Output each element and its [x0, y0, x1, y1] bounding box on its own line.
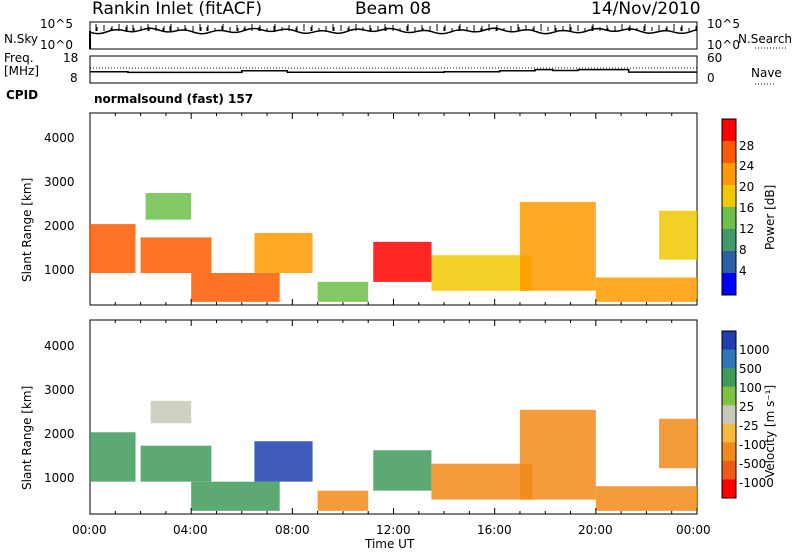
velocity-cbar-tick-500: 500 [739, 362, 762, 376]
freq-tick-bottom: 8 [70, 71, 78, 85]
power-echo-region [431, 255, 533, 291]
velocity-ylabel: Slant Range [km] [20, 385, 34, 490]
velocity-echo-region [254, 441, 313, 482]
power-echo-region [317, 281, 369, 302]
velocity-colorbar-segment [722, 423, 736, 443]
nsearch-tick-bottom: 10^0 [707, 38, 740, 52]
nave-label: Nave [751, 66, 782, 80]
power-cbar-tick-16: 16 [739, 201, 755, 215]
velocity-ytick-1000: 1000 [44, 471, 75, 485]
xtick-2000: 20:00 [578, 523, 613, 537]
xlabel: Time UT [365, 537, 415, 551]
power-echo-region [140, 237, 212, 273]
power-ytick-1000: 1000 [44, 263, 75, 277]
velocity-cbar-tick-m100: -100 [739, 438, 767, 452]
xtick-1600: 16:00 [477, 523, 512, 537]
power-colorbar-segment [722, 273, 736, 296]
velocity-colorbar-segment [722, 368, 736, 388]
velocity-echo-region [431, 463, 533, 500]
velocity-cbar-tick-100: 100 [739, 381, 762, 395]
power-echo-region [254, 233, 313, 273]
velocity-cbar-tick-m1000: -1000 [739, 476, 774, 490]
power-echo-region [595, 277, 697, 302]
velocity-echo-region [373, 450, 432, 491]
freq-tick-top: 18 [63, 51, 79, 65]
power-cbar-tick-12: 12 [739, 222, 755, 236]
velocity-colorbar-segment [722, 386, 736, 406]
power-cbar-tick-20: 20 [739, 180, 755, 194]
velocity-echo-region [595, 486, 697, 511]
cpid-label: CPID [6, 88, 39, 102]
velocity-cbar-tick-m500: -500 [739, 457, 767, 471]
cpid-value: normalsound (fast) 157 [94, 92, 254, 106]
power-ytick-4000: 4000 [44, 131, 75, 145]
station-title: Rankin Inlet (fitACF) [92, 0, 263, 19]
velocity-ytick-3000: 3000 [44, 383, 75, 397]
velocity-ytick-4000: 4000 [44, 339, 75, 353]
nsky-label: N.Sky [4, 32, 39, 46]
velocity-colorbar-segment [722, 479, 736, 499]
beam-title: Beam 08 [355, 0, 432, 19]
velocity-ytick-2000: 2000 [44, 427, 75, 441]
velocity-echo-region [140, 445, 212, 482]
velocity-colorbar-segment [722, 331, 736, 351]
nsky-tick-bottom: 10^0 [40, 38, 73, 52]
velocity-colorbar-segment [722, 442, 736, 462]
power-ylabel: Slant Range [km] [20, 177, 34, 282]
power-ytick-2000: 2000 [44, 219, 75, 233]
power-cbar-tick-8: 8 [739, 243, 747, 257]
velocity-cbar-tick-1000: 1000 [739, 343, 770, 357]
freq-step-line [90, 68, 697, 74]
power-echo-region [145, 193, 192, 220]
power-cbar-tick-28: 28 [739, 139, 755, 153]
nsky-tick-top: 10^5 [40, 17, 73, 31]
power-colorbar-segment [722, 207, 736, 230]
power-colorbar-segment [722, 119, 736, 142]
velocity-echo-region [90, 432, 136, 482]
velocity-echo-region [317, 490, 369, 511]
freq-label-line2: [MHz] [4, 64, 40, 78]
xtick-0800: 08:00 [275, 523, 310, 537]
power-colorbar-segment [722, 251, 736, 274]
xtick-1200: 12:00 [376, 523, 411, 537]
power-cbar-tick-24: 24 [739, 159, 755, 173]
freq-panel-frame [89, 55, 698, 84]
power-colorbar-segment [722, 229, 736, 252]
power-colorbar-segment [722, 163, 736, 186]
velocity-echo-region [191, 481, 280, 511]
xtick-0000: 00:00 [72, 523, 107, 537]
velocity-colorbar-segment [722, 460, 736, 480]
power-echo-region [519, 201, 596, 291]
velocity-echo-region [519, 409, 596, 500]
power-colorbar-segment [722, 141, 736, 164]
velocity-colorbar-segment [722, 405, 736, 425]
velocity-echo-region [659, 418, 697, 469]
power-echo-region [90, 224, 136, 273]
xtick-0400: 04:00 [173, 523, 208, 537]
power-ytick-3000: 3000 [44, 175, 75, 189]
power-echo-region [191, 273, 280, 302]
power-echo-region [373, 241, 432, 282]
xtick-2400: 00:00 [676, 523, 711, 537]
nave-tick-top: 60 [707, 51, 723, 65]
nsearch-label: N.Search [738, 32, 793, 46]
power-echo-region [659, 210, 697, 260]
power-cbar-tick-4: 4 [739, 264, 747, 278]
velocity-echo-region [150, 400, 192, 424]
power-colorbar-label: Power [dB] [763, 184, 777, 250]
power-colorbar-frame [721, 118, 737, 296]
velocity-cbar-tick-m25: -25 [739, 419, 759, 433]
freq-label-line1: Freq. [4, 51, 34, 65]
date-title: 14/Nov/2010 [591, 0, 701, 19]
velocity-cbar-tick-25: 25 [739, 400, 755, 414]
velocity-colorbar-frame [721, 330, 737, 499]
nsearch-tick-top: 10^5 [707, 17, 740, 31]
power-colorbar-segment [722, 185, 736, 208]
velocity-colorbar-segment [722, 349, 736, 369]
nave-tick-bottom: 0 [707, 71, 715, 85]
